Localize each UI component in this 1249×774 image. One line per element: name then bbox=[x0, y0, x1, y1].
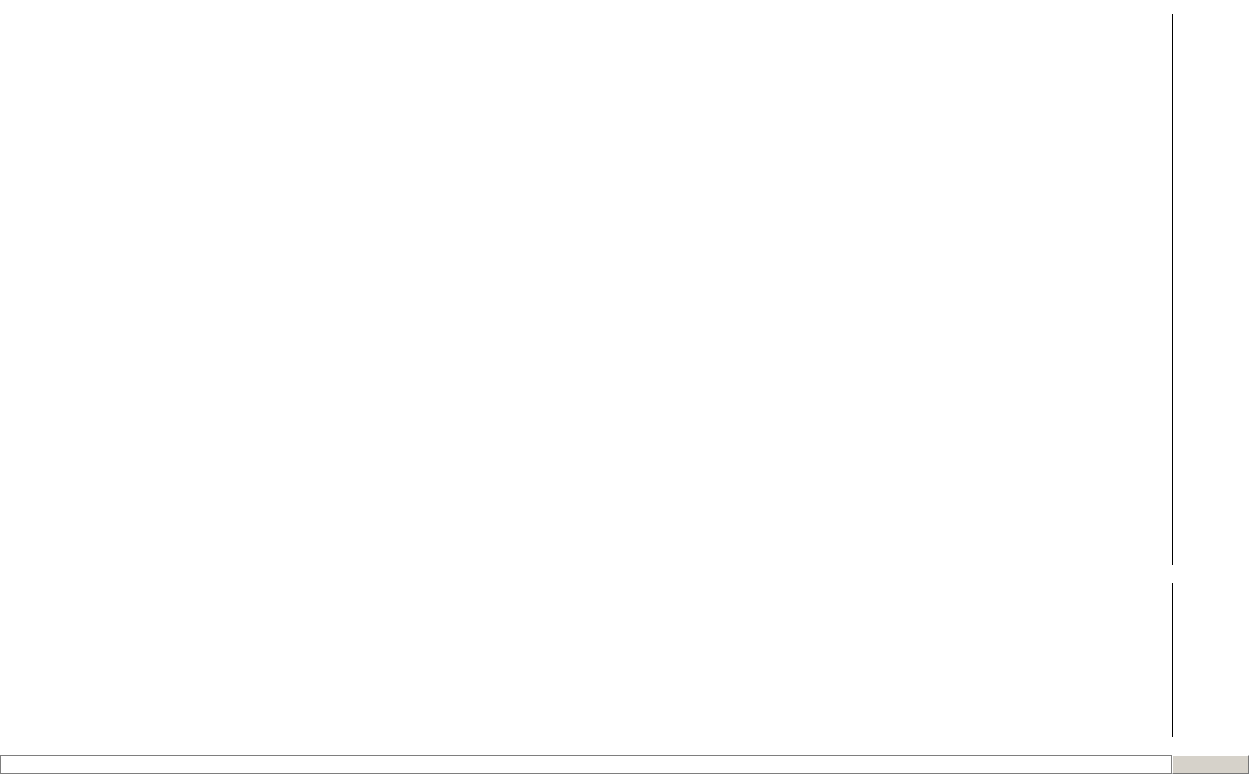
price-axis[interactable] bbox=[1172, 14, 1249, 565]
rsi-header bbox=[0, 565, 1249, 583]
rsi-chart-canvas[interactable] bbox=[0, 583, 1172, 737]
price-chart-canvas[interactable] bbox=[0, 14, 1172, 565]
rsi-axis[interactable] bbox=[1172, 583, 1249, 737]
decade-axis bbox=[0, 737, 1172, 755]
year-axis-scrollbar[interactable] bbox=[0, 755, 1172, 774]
scrollbar-corner bbox=[1172, 755, 1249, 774]
main-chart-header bbox=[0, 0, 1249, 14]
